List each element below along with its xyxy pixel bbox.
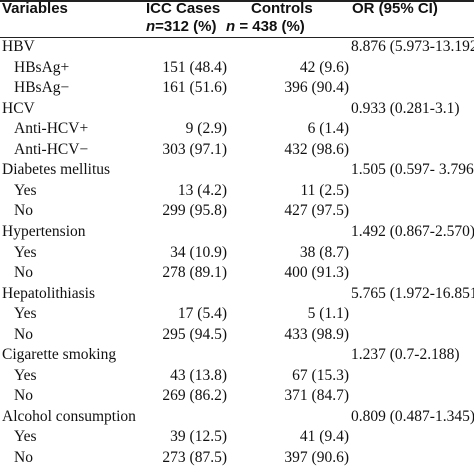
row-label: Alcohol consumption [2, 407, 136, 425]
table-subrow: Yes 34 (10.9) 38 (8.7) [0, 244, 474, 265]
controls-cell: 432 (98.6) [284, 140, 349, 158]
controls-cell: 6 (1.4) [307, 120, 349, 138]
icc-cases-cell: 278 (89.1) [162, 264, 227, 282]
odds-ratio-cell: 1.492 (0.867-2.570) [351, 222, 474, 240]
table-subrow: Anti-HCV+ 9 (2.9) 6 (1.4) [0, 120, 474, 141]
row-label: Yes [14, 428, 37, 446]
controls-cell: 41 (9.4) [299, 428, 349, 446]
table-group-row: Cigarette smoking 1.237 (0.7-2.188) [0, 346, 474, 367]
controls-cell: 433 (98.9) [284, 325, 349, 343]
row-label: Cigarette smoking [2, 346, 117, 364]
table-subrow: No 269 (86.2) 371 (84.7) [0, 387, 474, 408]
icc-cases-cell: 273 (87.5) [162, 449, 227, 466]
table-subrow: No 278 (89.1) 400 (91.3) [0, 264, 474, 285]
icc-cases-cell: 17 (5.4) [177, 305, 227, 323]
row-label: No [14, 202, 33, 220]
odds-ratio-cell: 0.933 (0.281-3.1) [351, 99, 460, 117]
controls-cell: 38 (8.7) [299, 243, 349, 261]
table-group-row: Diabetes mellitus 1.505 (0.597- 3.796) [0, 161, 474, 182]
header-controls: Controls [251, 0, 313, 17]
header-or-ci: OR (95% CI) [352, 0, 438, 17]
controls-cell: 400 (91.3) [284, 264, 349, 282]
table-group-row: HCV 0.933 (0.281-3.1) [0, 100, 474, 121]
icc-cases-cell: 13 (4.2) [177, 181, 227, 199]
row-label: No [14, 325, 33, 343]
icc-cases-cell: 9 (2.9) [185, 120, 227, 138]
header-rule [0, 37, 474, 39]
row-label: Hypertension [2, 222, 86, 240]
icc-n-value: =312 (%) [155, 18, 217, 35]
header-controls-n: n = 438 (%) [226, 18, 305, 35]
header-icc-cases: ICC Cases [146, 0, 221, 17]
controls-n-symbol: n [226, 18, 236, 35]
controls-cell: 42 (9.6) [299, 58, 349, 76]
table-group-row: Hepatolithiasis 5.765 (1.972-16.851) [0, 285, 474, 306]
table-subrow: HBsAg+ 151 (48.4) 42 (9.6) [0, 59, 474, 80]
odds-ratio-cell: 1.505 (0.597- 3.796) [351, 161, 474, 179]
row-label: Hepatolithiasis [2, 284, 95, 302]
table-group-row: Hypertension 1.492 (0.867-2.570) [0, 223, 474, 244]
row-label: Diabetes mellitus [2, 161, 111, 179]
icc-cases-cell: 43 (13.8) [170, 366, 227, 384]
row-label: No [14, 387, 33, 405]
table-subrow: Yes 39 (12.5) 41 (9.4) [0, 428, 474, 449]
icc-n-symbol: n [146, 18, 156, 35]
table-subrow: Yes 13 (4.2) 11 (2.5) [0, 182, 474, 203]
table-group-row: Alcohol consumption 0.809 (0.487-1.345) [0, 408, 474, 429]
row-label: Yes [14, 366, 37, 384]
top-rule [0, 0, 474, 2]
controls-cell: 371 (84.7) [284, 387, 349, 405]
table-subrow: No 299 (95.8) 427 (97.5) [0, 202, 474, 223]
icc-cases-cell: 34 (10.9) [170, 243, 227, 261]
icc-cases-cell: 161 (51.6) [162, 79, 227, 97]
odds-ratio-cell: 5.765 (1.972-16.851) [351, 284, 474, 302]
row-label: HCV [2, 99, 35, 117]
icc-cases-cell: 39 (12.5) [170, 428, 227, 446]
row-label: No [14, 449, 33, 466]
row-label: Yes [14, 181, 37, 199]
controls-cell: 396 (90.4) [284, 79, 349, 97]
icc-cases-cell: 151 (48.4) [162, 58, 227, 76]
row-label: HBV [2, 38, 35, 55]
controls-cell: 397 (90.6) [284, 449, 349, 466]
table-subrow: Yes 43 (13.8) 67 (15.3) [0, 367, 474, 388]
table-subrow: No 295 (94.5) 433 (98.9) [0, 326, 474, 347]
controls-cell: 11 (2.5) [300, 181, 350, 199]
row-label: Anti-HCV+ [14, 120, 89, 138]
header-icc-n: n=312 (%) [146, 18, 216, 35]
controls-cell: 67 (15.3) [292, 366, 349, 384]
icc-cases-cell: 269 (86.2) [162, 387, 227, 405]
controls-cell: 427 (97.5) [284, 202, 349, 220]
table-group-row: HBV 8.876 (5.973-13.192) [0, 38, 474, 59]
icc-cases-cell: 303 (97.1) [162, 140, 227, 158]
row-label: Anti-HCV− [14, 140, 89, 158]
row-label: HBsAg+ [14, 58, 70, 76]
table-subrow: HBsAg− 161 (51.6) 396 (90.4) [0, 79, 474, 100]
table-subrow: No 273 (87.5) 397 (90.6) [0, 449, 474, 470]
row-label: Yes [14, 305, 37, 323]
table-subrow: Anti-HCV− 303 (97.1) 432 (98.6) [0, 141, 474, 162]
odds-ratio-cell: 0.809 (0.487-1.345) [351, 407, 474, 425]
row-label: No [14, 264, 33, 282]
header-variables: Variables [2, 0, 68, 17]
row-label: HBsAg− [14, 79, 70, 97]
odds-ratio-cell: 1.237 (0.7-2.188) [351, 346, 460, 364]
odds-ratio-cell: 8.876 (5.973-13.192) [351, 38, 474, 55]
controls-cell: 5 (1.1) [307, 305, 349, 323]
icc-cases-cell: 299 (95.8) [162, 202, 227, 220]
row-label: Yes [14, 243, 37, 261]
table-subrow: Yes 17 (5.4) 5 (1.1) [0, 305, 474, 326]
controls-n-value: = 438 (%) [235, 18, 305, 35]
icc-cases-cell: 295 (94.5) [162, 325, 227, 343]
